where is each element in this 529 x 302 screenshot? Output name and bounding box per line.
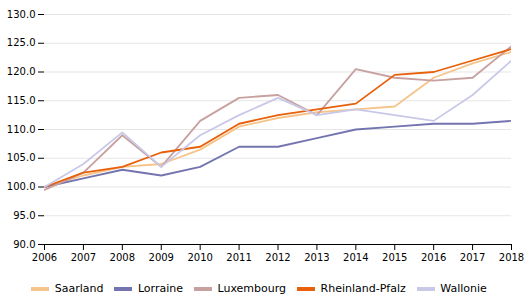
svg-text:90.0: 90.0 bbox=[13, 239, 35, 250]
html-text:Wallonie: Wallonie bbox=[440, 282, 487, 295]
svg-text:110.0: 110.0 bbox=[7, 124, 36, 135]
html-text:Saarland: Saarland bbox=[54, 282, 104, 295]
svg-text:115.0: 115.0 bbox=[7, 95, 36, 106]
svg-text:130.0: 130.0 bbox=[7, 9, 36, 20]
svg-text:2018: 2018 bbox=[499, 252, 524, 263]
svg-text:105.0: 105.0 bbox=[7, 152, 36, 163]
svg-text:2007: 2007 bbox=[71, 252, 96, 263]
svg-text:2013: 2013 bbox=[304, 252, 329, 263]
svg-text:95.0: 95.0 bbox=[13, 210, 35, 221]
svg-text:2008: 2008 bbox=[110, 252, 135, 263]
svg-text:125.0: 125.0 bbox=[7, 37, 36, 48]
svg-text:2011: 2011 bbox=[226, 252, 251, 263]
svg-text:100.0: 100.0 bbox=[7, 181, 36, 192]
html-text:Luxembourg: Luxembourg bbox=[217, 282, 286, 295]
svg-text:2012: 2012 bbox=[265, 252, 290, 263]
svg-text:2017: 2017 bbox=[460, 252, 485, 263]
html-text:Lorraine: Lorraine bbox=[137, 282, 183, 295]
svg-text:2015: 2015 bbox=[382, 252, 407, 263]
svg-text:2014: 2014 bbox=[343, 252, 368, 263]
svg-text:120.0: 120.0 bbox=[7, 66, 36, 77]
svg-text:2010: 2010 bbox=[187, 252, 212, 263]
svg-text:2006: 2006 bbox=[32, 252, 57, 263]
html-text:Rheinland-Pfalz: Rheinland-Pfalz bbox=[320, 282, 406, 295]
svg-text:2016: 2016 bbox=[421, 252, 446, 263]
svg-text:2009: 2009 bbox=[149, 252, 174, 263]
